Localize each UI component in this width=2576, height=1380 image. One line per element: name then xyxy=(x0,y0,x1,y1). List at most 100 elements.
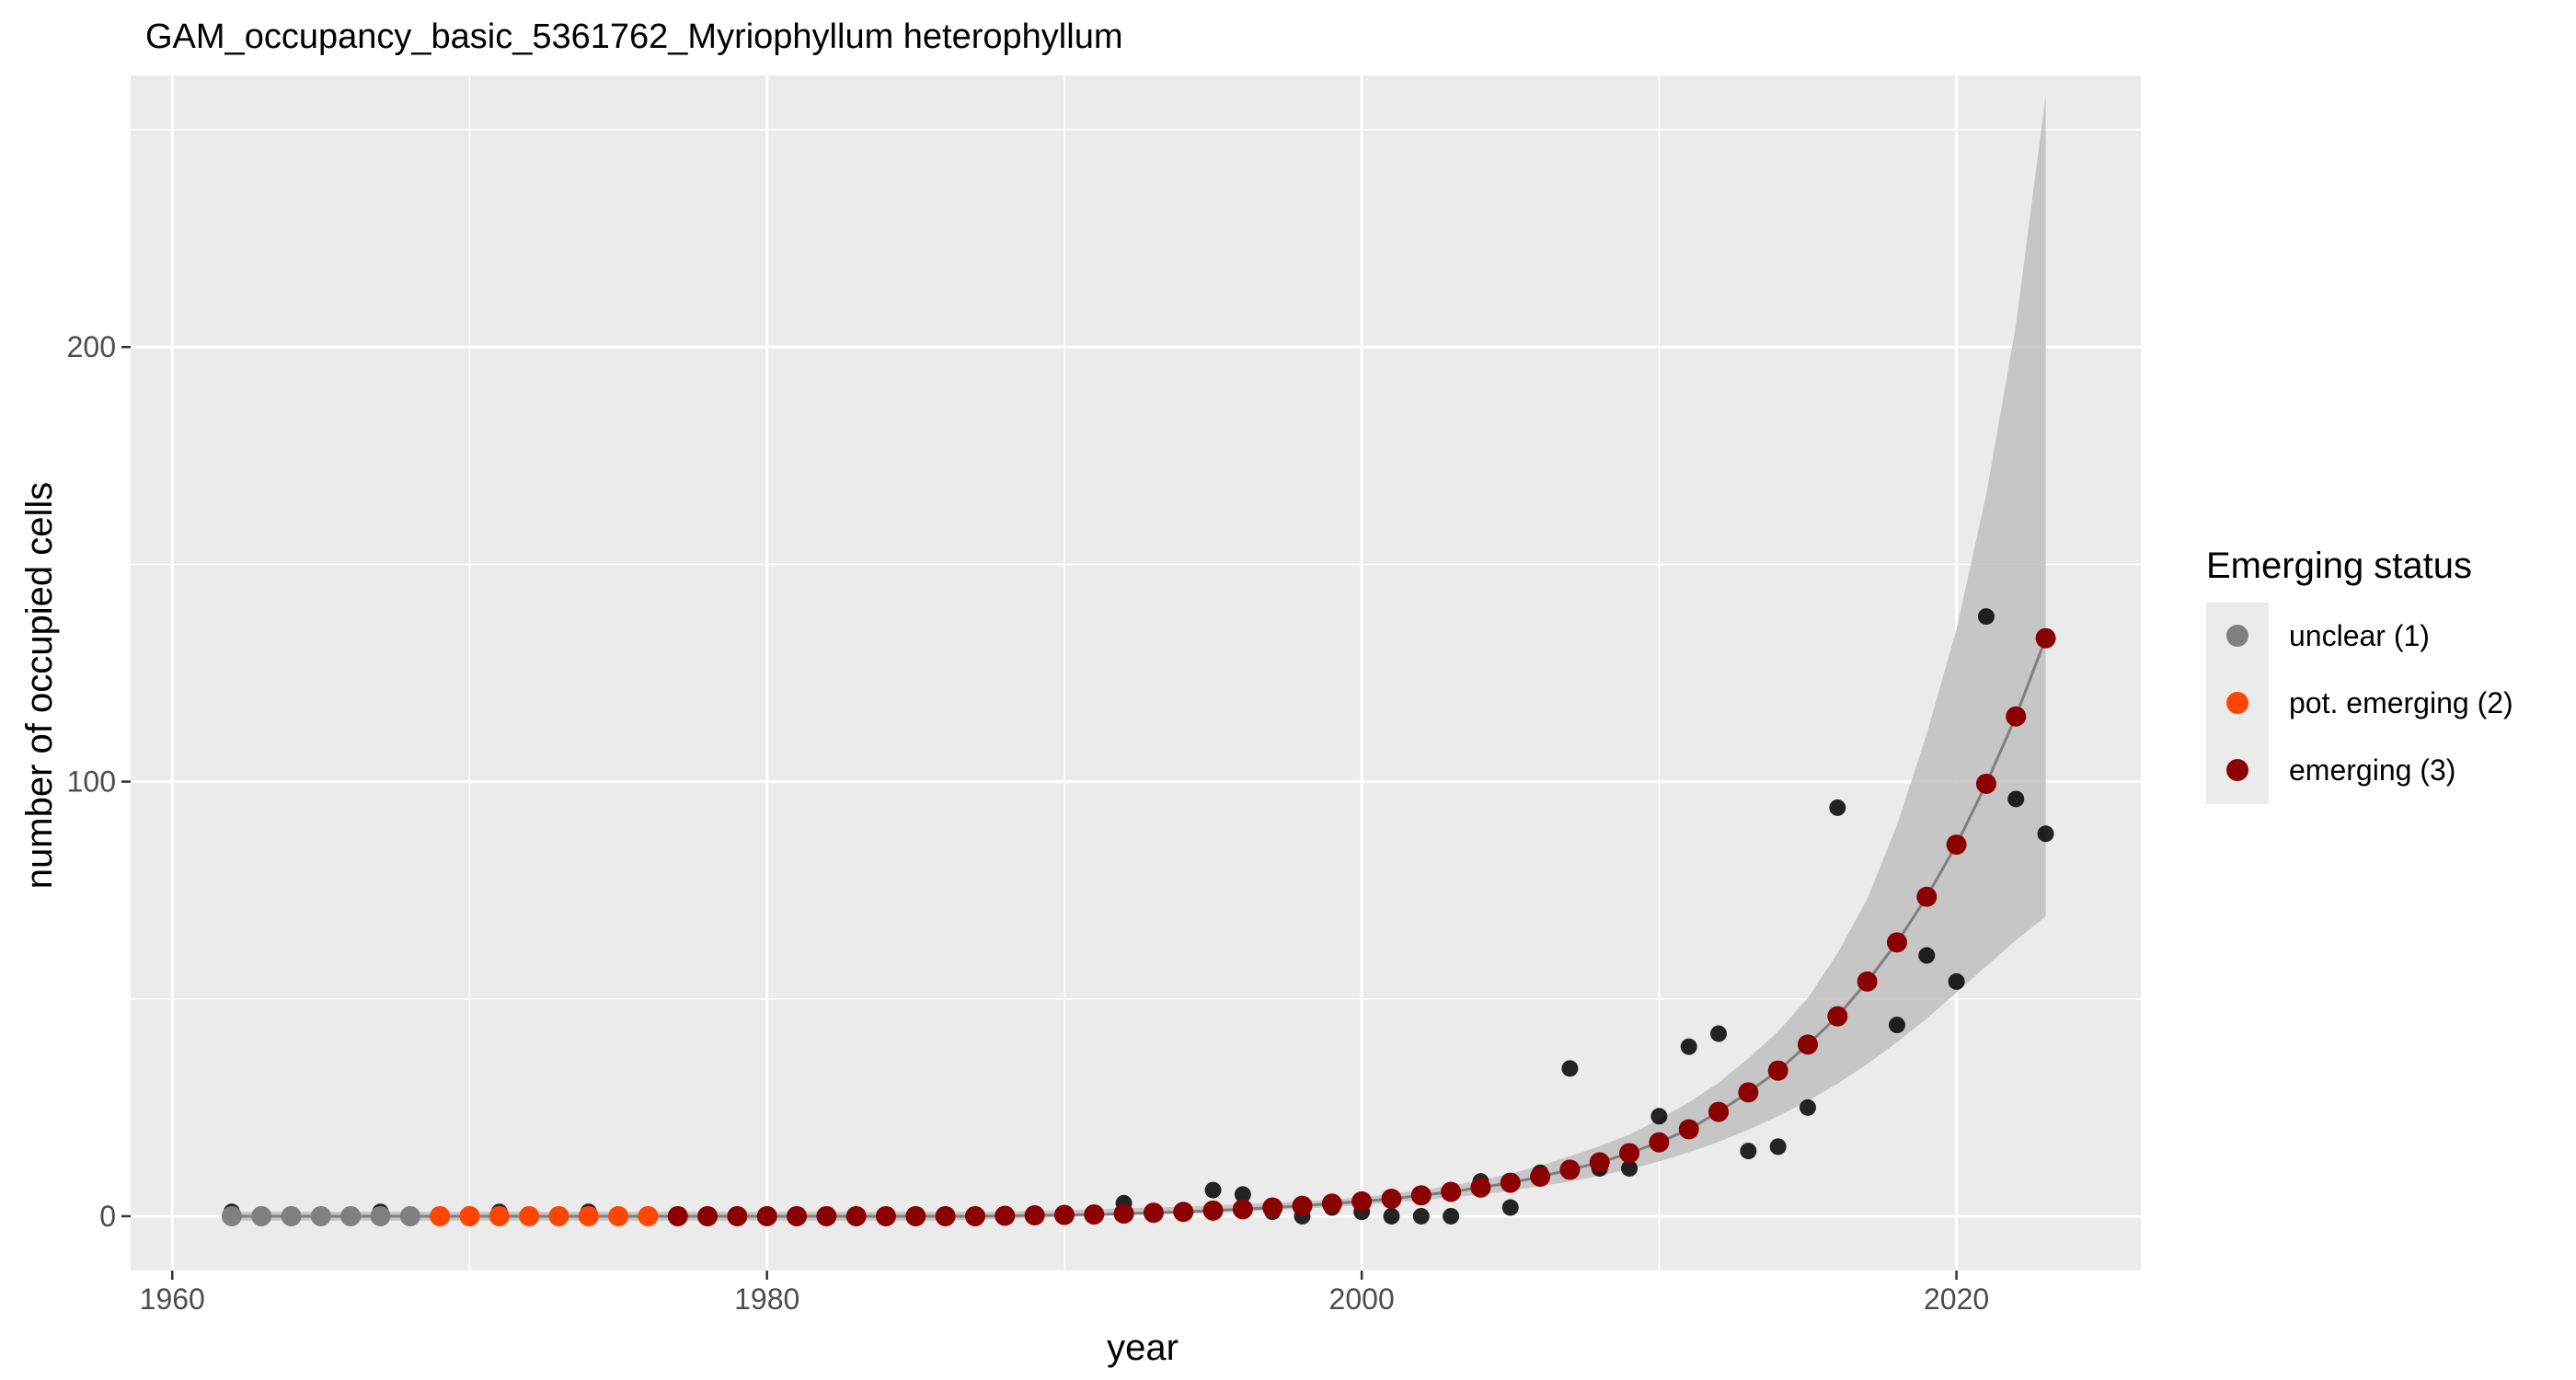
plot-area xyxy=(131,75,2141,1271)
fitted-point xyxy=(787,1205,808,1226)
fitted-point xyxy=(1559,1159,1581,1180)
fitted-point xyxy=(1024,1205,1045,1226)
x-tick-label: 1960 xyxy=(140,1282,205,1316)
legend: Emerging status unclear (1) pot. emergin… xyxy=(2206,546,2513,804)
fitted-point xyxy=(548,1205,569,1226)
x-tick-label: 2020 xyxy=(1924,1282,1989,1316)
observed-point xyxy=(1680,1038,1697,1055)
observed-point xyxy=(2007,790,2025,808)
fitted-point xyxy=(1678,1119,1699,1140)
observed-point xyxy=(1829,799,1846,816)
fitted-point xyxy=(1232,1199,1253,1220)
fitted-point xyxy=(2035,627,2056,649)
fitted-point xyxy=(1321,1193,1342,1214)
observed-point xyxy=(1977,608,1995,626)
minor-gridlines xyxy=(131,75,2141,1271)
y-tick-label: 100 xyxy=(67,765,116,799)
fitted-point xyxy=(756,1205,777,1226)
x-axis-title: year xyxy=(1107,1328,1179,1368)
fitted-point xyxy=(1857,971,1878,992)
fitted-point xyxy=(935,1205,956,1226)
fitted-point xyxy=(845,1205,867,1226)
x-axis: 1960 1980 2000 2020 xyxy=(140,1271,1989,1316)
observed-point xyxy=(1918,947,1936,964)
observed-point xyxy=(1443,1207,1460,1225)
observed-point xyxy=(1501,1199,1519,1216)
fitted-point xyxy=(1886,932,1907,953)
fitted-point xyxy=(2006,706,2027,727)
observed-point xyxy=(1412,1207,1430,1225)
y-tick-label: 200 xyxy=(67,330,116,363)
legend-title: Emerging status xyxy=(2206,546,2472,586)
y-axis-title: number of occupied cells xyxy=(19,482,60,889)
fitted-point xyxy=(816,1205,837,1226)
observed-point xyxy=(1561,1060,1579,1077)
fitted-point xyxy=(1262,1197,1283,1218)
fitted-point xyxy=(1351,1190,1373,1212)
fitted-point xyxy=(1173,1202,1194,1223)
observed-point xyxy=(1769,1138,1787,1156)
fitted-point xyxy=(1767,1060,1788,1081)
legend-label-unclear: unclear (1) xyxy=(2289,619,2430,652)
fitted-point xyxy=(727,1205,748,1226)
x-tick-label: 1980 xyxy=(734,1282,799,1316)
fitted-point xyxy=(1410,1185,1432,1206)
fitted-point xyxy=(281,1205,302,1226)
fitted-point xyxy=(1530,1166,1551,1187)
fitted-point xyxy=(1649,1132,1670,1153)
legend-key-unclear xyxy=(2226,625,2248,647)
observed-point xyxy=(1710,1025,1728,1042)
fitted-point xyxy=(1500,1172,1521,1193)
fitted-point xyxy=(1202,1200,1224,1221)
observed-point xyxy=(1204,1181,1222,1199)
fitted-point xyxy=(489,1205,510,1226)
observed-point xyxy=(1650,1108,1668,1125)
fitted-point xyxy=(1589,1152,1610,1173)
fitted-point xyxy=(340,1205,362,1226)
fitted-point xyxy=(430,1205,451,1226)
observed-point xyxy=(2037,825,2054,843)
plot-panel-background xyxy=(131,75,2141,1271)
legend-key-emerging xyxy=(2226,759,2248,781)
observed-point xyxy=(1383,1207,1400,1225)
fitted-point xyxy=(578,1205,599,1226)
fitted-point xyxy=(1975,773,1996,794)
observed-point xyxy=(1621,1159,1639,1177)
fitted-point xyxy=(251,1205,272,1226)
fitted-point xyxy=(1292,1195,1313,1216)
fitted-point xyxy=(667,1205,688,1226)
fitted-point xyxy=(1708,1101,1730,1122)
fitted-point xyxy=(1797,1034,1818,1055)
fitted-points xyxy=(221,627,2056,1226)
legend-label-emerging: emerging (3) xyxy=(2289,753,2455,787)
fitted-point xyxy=(1827,1006,1848,1027)
fitted-point xyxy=(608,1205,629,1226)
fitted-point xyxy=(697,1205,719,1226)
x-tick-label: 2000 xyxy=(1329,1282,1395,1316)
fitted-point xyxy=(1143,1202,1164,1224)
fitted-point xyxy=(1946,834,1967,856)
fitted-point xyxy=(519,1205,540,1226)
fitted-point xyxy=(1470,1177,1491,1198)
fitted-point xyxy=(1381,1189,1402,1210)
fitted-point xyxy=(1619,1143,1640,1164)
fitted-point xyxy=(221,1205,242,1226)
chart-title: GAM_occupancy_basic_5361762_Myriophyllum… xyxy=(145,17,1122,56)
fitted-point xyxy=(1053,1204,1075,1225)
fitted-point xyxy=(964,1205,985,1226)
observed-point xyxy=(1948,972,1965,990)
legend-label-pot-emerging: pot. emerging (2) xyxy=(2289,686,2513,719)
fitted-point xyxy=(638,1205,659,1226)
observed-point xyxy=(1234,1186,1251,1203)
fitted-point xyxy=(370,1205,391,1226)
fitted-point xyxy=(1084,1204,1105,1225)
observed-point xyxy=(1799,1098,1816,1116)
fitted-point xyxy=(905,1205,926,1226)
legend-key-pot-emerging xyxy=(2226,692,2248,714)
fitted-point xyxy=(399,1205,420,1226)
observed-point xyxy=(1888,1017,1905,1034)
fitted-point xyxy=(1441,1181,1462,1202)
fitted-point xyxy=(459,1205,480,1226)
fitted-point xyxy=(1916,886,1938,907)
